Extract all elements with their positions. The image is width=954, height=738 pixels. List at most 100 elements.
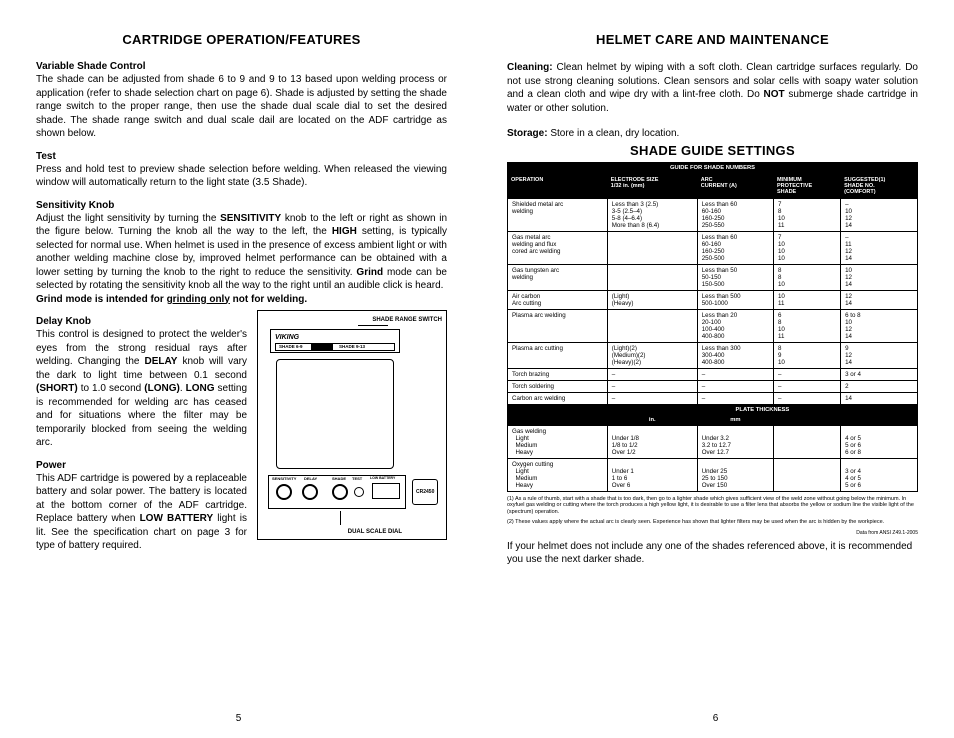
table-cell: Carbon arc welding (508, 392, 608, 404)
table-cell: –111214 (841, 231, 918, 264)
table-cell: – (697, 392, 773, 404)
table-cell: (Light)(Heavy) (607, 290, 697, 309)
table-row: Torch brazing–––3 or 4 (508, 368, 918, 380)
table-cell (607, 264, 697, 290)
table-row: Gas tungsten arcwelding Less than 5050-15… (508, 264, 918, 290)
table-header-cell: OPERATION (508, 174, 608, 199)
table-row: Air carbonArc cutting(Light)(Heavy)Less … (508, 290, 918, 309)
table-body: Shielded metal arcweldingLess than 3 (2.… (508, 198, 918, 491)
table-row: Carbon arc welding–––14 (508, 392, 918, 404)
body-sensitivity: Adjust the light sensitivity by turning … (36, 212, 447, 293)
page-number: 6 (713, 713, 719, 724)
table-banner: GUIDE FOR SHADE NUMBERS (508, 162, 918, 174)
table-cell: – (697, 368, 773, 380)
table-cell: Plasma arc cutting (508, 342, 608, 368)
table-row: Gas welding Light Medium HeavyUnder 1/81… (508, 425, 918, 458)
table-cell: Air carbonArc cutting (508, 290, 608, 309)
footnote-1: (1) As a rule of thumb, start with a sha… (507, 496, 918, 516)
table-header-row: OPERATIONELECTRODE SIZE1/32 in. (mm)ARCC… (508, 174, 918, 199)
heading-variable-shade: Variable Shade Control (36, 61, 447, 72)
table-header-cell: ARCCURRENT (A) (697, 174, 773, 199)
table-row: Gas metal arcwelding and fluxcored arc w… (508, 231, 918, 264)
table-row: Plasma arc welding Less than 2020-100100-… (508, 309, 918, 342)
table-cell: Under 3.23.2 to 12.7Over 12.7 (697, 425, 773, 458)
closing-note: If your helmet does not include any one … (507, 540, 918, 567)
table-cell: – (607, 392, 697, 404)
table-row: Shielded metal arcweldingLess than 3 (2.… (508, 198, 918, 231)
label-brand: VIKING (275, 334, 299, 341)
table-cell: Under 2525 to 150Over 150 (697, 458, 773, 491)
table-cell: Torch brazing (508, 368, 608, 380)
table-cell: Less than 6060-160160-250250-550 (697, 198, 773, 231)
table-cell (773, 458, 840, 491)
table-cell: – (773, 368, 840, 380)
table-cell: Torch soldering (508, 380, 608, 392)
table-cell: Less than 3 (2.5)3-5 (2.5–4)5-8 (4–6.4)M… (607, 198, 697, 231)
table-cell: – (773, 392, 840, 404)
table-row: Torch soldering–––2 (508, 380, 918, 392)
table-cell: Gas welding Light Medium Heavy (508, 425, 608, 458)
table-cell: Less than 300300-400400-800 (697, 342, 773, 368)
table-row: Plasma arc cutting(Light)(2)(Medium)(2)(… (508, 342, 918, 368)
page-title: CARTRIDGE OPERATION/FEATURES (36, 32, 447, 47)
cleaning-paragraph: Cleaning: Clean helmet by wiping with a … (507, 61, 918, 115)
table-cell (607, 309, 697, 342)
heading-delay: Delay Knob (36, 316, 247, 327)
page-6: HELMET CARE AND MAINTENANCE Cleaning: Cl… (477, 0, 954, 738)
page-5: CARTRIDGE OPERATION/FEATURES Variable Sh… (0, 0, 477, 738)
body-variable-shade: The shade can be adjusted from shade 6 t… (36, 73, 447, 141)
table-cell: 2 (841, 380, 918, 392)
table-cell (773, 425, 840, 458)
table-header-cell: SUGGESTED(1)SHADE NO.(COMFORT) (841, 174, 918, 199)
table-cell: 14 (841, 392, 918, 404)
table-cell: Less than 2020-100100-400400-800 (697, 309, 773, 342)
table-cell: 7101010 (773, 231, 840, 264)
table-cell: Under 11 to 6Over 6 (607, 458, 697, 491)
table-cell: Plasma arc welding (508, 309, 608, 342)
table-cell: 3 or 4 (841, 368, 918, 380)
grind-note: Grind mode is intended for grinding only… (36, 293, 447, 307)
label-dual-scale-dial: DUAL SCALE DIAL (348, 529, 402, 535)
table-cell: 8810 (773, 264, 840, 290)
table-cell: Less than 500500-1000 (697, 290, 773, 309)
table-cell: – (697, 380, 773, 392)
table-cell: 91214 (841, 342, 918, 368)
table-row: Oxygen cutting Light Medium HeavyUnder 1… (508, 458, 918, 491)
table-header-cell: ELECTRODE SIZE1/32 in. (mm) (607, 174, 697, 199)
body-test: Press and hold test to preview shade sel… (36, 163, 447, 190)
table-cell: Less than 6060-160160-250250-500 (697, 231, 773, 264)
table-cell: Oxygen cutting Light Medium Heavy (508, 458, 608, 491)
heading-test: Test (36, 151, 447, 162)
label-shade-range-switch: SHADE RANGE SWITCH (372, 317, 442, 323)
shade-guide-title: SHADE GUIDE SETTINGS (507, 143, 918, 158)
body-power: This ADF cartridge is powered by a repla… (36, 472, 247, 553)
cartridge-diagram: SHADE RANGE SWITCH VIKING SHADE 6-9 SHAD… (257, 310, 447, 540)
shade-guide-table: GUIDE FOR SHADE NUMBERS OPERATIONELECTRO… (507, 162, 918, 492)
heading-power: Power (36, 460, 247, 471)
table-cell: 101214 (841, 264, 918, 290)
table-cell: Less than 5050-150150-500 (697, 264, 773, 290)
table-cell: 781011 (773, 198, 840, 231)
heading-sensitivity: Sensitivity Knob (36, 200, 447, 211)
table-cell: (Light)(2)(Medium)(2)(Heavy)(2) (607, 342, 697, 368)
table-cell: – (607, 380, 697, 392)
table-cell (607, 231, 697, 264)
table-cell: 3 or 44 or 55 or 6 (841, 458, 918, 491)
table-cell: Under 1/81/8 to 1/2Over 1/2 (607, 425, 697, 458)
page-number: 5 (236, 713, 242, 724)
table-cell: – (773, 380, 840, 392)
table-cell: 1011 (773, 290, 840, 309)
footnote-source: Data from ANSI Z49.1-2005 (507, 530, 918, 536)
footnote-2: (2) These values apply where the actual … (507, 519, 918, 526)
table-cell: Shielded metal arcwelding (508, 198, 608, 231)
body-delay: This control is designed to protect the … (36, 328, 247, 450)
table-cell: 6 to 8101214 (841, 309, 918, 342)
table-cell: 681011 (773, 309, 840, 342)
table-cell: 1214 (841, 290, 918, 309)
table-cell: Gas tungsten arcwelding (508, 264, 608, 290)
table-cell: – (607, 368, 697, 380)
storage-paragraph: Storage: Store in a clean, dry location. (507, 127, 918, 141)
table-header-cell: MINIMUMPROTECTIVESHADE (773, 174, 840, 199)
page-title: HELMET CARE AND MAINTENANCE (507, 32, 918, 47)
table-cell: 8910 (773, 342, 840, 368)
